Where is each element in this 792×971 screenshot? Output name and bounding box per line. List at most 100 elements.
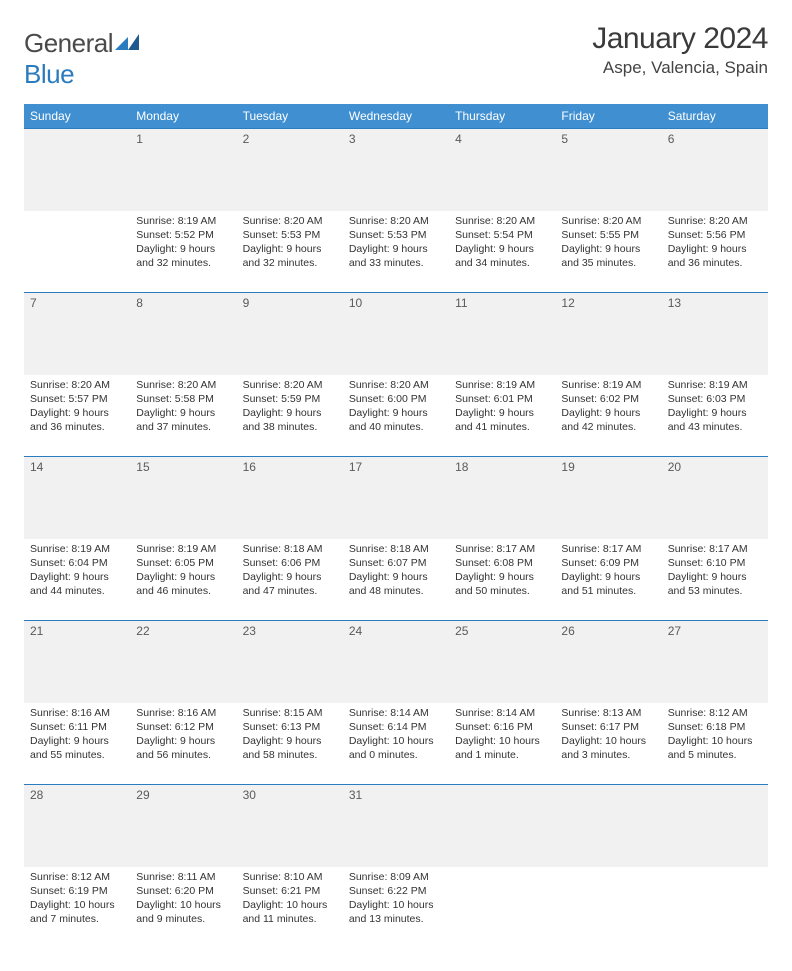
day-cell: Sunrise: 8:17 AMSunset: 6:10 PMDaylight:… [662, 539, 768, 621]
sunrise-line: Sunrise: 8:11 AM [136, 870, 230, 884]
day-header: Thursday [449, 104, 555, 129]
sunrise-line: Sunrise: 8:14 AM [349, 706, 443, 720]
day-content: Sunrise: 8:20 AMSunset: 5:54 PMDaylight:… [455, 214, 549, 271]
sunset-line: Sunset: 6:03 PM [668, 392, 762, 406]
sunset-line: Sunset: 5:55 PM [561, 228, 655, 242]
day-cell: Sunrise: 8:19 AMSunset: 6:02 PMDaylight:… [555, 375, 661, 457]
sunset-line: Sunset: 6:04 PM [30, 556, 124, 570]
day-content: Sunrise: 8:20 AMSunset: 5:53 PMDaylight:… [243, 214, 337, 271]
sunset-line: Sunset: 5:54 PM [455, 228, 549, 242]
day-cell: Sunrise: 8:20 AMSunset: 5:58 PMDaylight:… [130, 375, 236, 457]
sunset-line: Sunset: 6:05 PM [136, 556, 230, 570]
sunrise-line: Sunrise: 8:09 AM [349, 870, 443, 884]
day-cell: Sunrise: 8:20 AMSunset: 5:53 PMDaylight:… [343, 211, 449, 293]
daylight-line2: and 0 minutes. [349, 748, 443, 762]
sunset-line: Sunset: 6:01 PM [455, 392, 549, 406]
day-number: 25 [449, 621, 555, 703]
week-row: Sunrise: 8:20 AMSunset: 5:57 PMDaylight:… [24, 375, 768, 457]
day-number: 26 [555, 621, 661, 703]
day-content: Sunrise: 8:20 AMSunset: 5:57 PMDaylight:… [30, 378, 124, 435]
daylight-line2: and 1 minute. [455, 748, 549, 762]
daylight-line1: Daylight: 9 hours [243, 406, 337, 420]
daylight-line2: and 41 minutes. [455, 420, 549, 434]
sunset-line: Sunset: 5:58 PM [136, 392, 230, 406]
sunset-line: Sunset: 6:00 PM [349, 392, 443, 406]
daylight-line1: Daylight: 9 hours [349, 406, 443, 420]
day-cell: Sunrise: 8:16 AMSunset: 6:11 PMDaylight:… [24, 703, 130, 785]
day-cell: Sunrise: 8:20 AMSunset: 5:55 PMDaylight:… [555, 211, 661, 293]
day-content: Sunrise: 8:15 AMSunset: 6:13 PMDaylight:… [243, 706, 337, 763]
day-cell: Sunrise: 8:20 AMSunset: 6:00 PMDaylight:… [343, 375, 449, 457]
day-cell [555, 867, 661, 949]
location: Aspe, Valencia, Spain [592, 58, 768, 78]
day-cell: Sunrise: 8:11 AMSunset: 6:20 PMDaylight:… [130, 867, 236, 949]
day-header: Saturday [662, 104, 768, 129]
sunrise-line: Sunrise: 8:20 AM [349, 214, 443, 228]
daylight-line1: Daylight: 9 hours [349, 242, 443, 256]
day-cell [24, 211, 130, 293]
day-number-row: 21222324252627 [24, 621, 768, 703]
sunrise-line: Sunrise: 8:19 AM [30, 542, 124, 556]
day-header: Sunday [24, 104, 130, 129]
sunrise-line: Sunrise: 8:13 AM [561, 706, 655, 720]
sunset-line: Sunset: 6:11 PM [30, 720, 124, 734]
day-content: Sunrise: 8:16 AMSunset: 6:12 PMDaylight:… [136, 706, 230, 763]
day-cell: Sunrise: 8:20 AMSunset: 5:57 PMDaylight:… [24, 375, 130, 457]
daylight-line1: Daylight: 9 hours [243, 734, 337, 748]
day-cell: Sunrise: 8:10 AMSunset: 6:21 PMDaylight:… [237, 867, 343, 949]
daylight-line2: and 35 minutes. [561, 256, 655, 270]
sunrise-line: Sunrise: 8:20 AM [561, 214, 655, 228]
day-number-row: 78910111213 [24, 293, 768, 375]
day-cell [662, 867, 768, 949]
day-header: Tuesday [237, 104, 343, 129]
day-number [449, 785, 555, 867]
sunrise-line: Sunrise: 8:19 AM [136, 214, 230, 228]
sunrise-line: Sunrise: 8:12 AM [30, 870, 124, 884]
sunrise-line: Sunrise: 8:20 AM [136, 378, 230, 392]
day-number-row: 14151617181920 [24, 457, 768, 539]
day-cell: Sunrise: 8:19 AMSunset: 6:03 PMDaylight:… [662, 375, 768, 457]
day-header: Wednesday [343, 104, 449, 129]
daylight-line2: and 33 minutes. [349, 256, 443, 270]
day-content: Sunrise: 8:12 AMSunset: 6:18 PMDaylight:… [668, 706, 762, 763]
day-number [662, 785, 768, 867]
day-content: Sunrise: 8:10 AMSunset: 6:21 PMDaylight:… [243, 870, 337, 927]
sunrise-line: Sunrise: 8:19 AM [136, 542, 230, 556]
day-number: 23 [237, 621, 343, 703]
day-content: Sunrise: 8:20 AMSunset: 5:53 PMDaylight:… [349, 214, 443, 271]
sunset-line: Sunset: 6:12 PM [136, 720, 230, 734]
daylight-line2: and 9 minutes. [136, 912, 230, 926]
week-row: Sunrise: 8:19 AMSunset: 5:52 PMDaylight:… [24, 211, 768, 293]
day-content: Sunrise: 8:19 AMSunset: 6:03 PMDaylight:… [668, 378, 762, 435]
day-cell: Sunrise: 8:15 AMSunset: 6:13 PMDaylight:… [237, 703, 343, 785]
day-header: Friday [555, 104, 661, 129]
day-cell: Sunrise: 8:19 AMSunset: 5:52 PMDaylight:… [130, 211, 236, 293]
day-header: Monday [130, 104, 236, 129]
sunrise-line: Sunrise: 8:15 AM [243, 706, 337, 720]
sunrise-line: Sunrise: 8:20 AM [243, 378, 337, 392]
sunset-line: Sunset: 6:06 PM [243, 556, 337, 570]
daylight-line2: and 48 minutes. [349, 584, 443, 598]
day-content: Sunrise: 8:20 AMSunset: 5:56 PMDaylight:… [668, 214, 762, 271]
day-number: 14 [24, 457, 130, 539]
day-content: Sunrise: 8:14 AMSunset: 6:16 PMDaylight:… [455, 706, 549, 763]
day-cell: Sunrise: 8:09 AMSunset: 6:22 PMDaylight:… [343, 867, 449, 949]
sunrise-line: Sunrise: 8:20 AM [243, 214, 337, 228]
day-content: Sunrise: 8:17 AMSunset: 6:09 PMDaylight:… [561, 542, 655, 599]
daylight-line2: and 13 minutes. [349, 912, 443, 926]
day-cell: Sunrise: 8:19 AMSunset: 6:01 PMDaylight:… [449, 375, 555, 457]
day-content: Sunrise: 8:12 AMSunset: 6:19 PMDaylight:… [30, 870, 124, 927]
day-number: 12 [555, 293, 661, 375]
week-row: Sunrise: 8:19 AMSunset: 6:04 PMDaylight:… [24, 539, 768, 621]
day-content: Sunrise: 8:20 AMSunset: 5:58 PMDaylight:… [136, 378, 230, 435]
sunrise-line: Sunrise: 8:20 AM [349, 378, 443, 392]
header: General Blue January 2024 Aspe, Valencia… [24, 22, 768, 90]
sunset-line: Sunset: 6:02 PM [561, 392, 655, 406]
daylight-line2: and 58 minutes. [243, 748, 337, 762]
daylight-line2: and 51 minutes. [561, 584, 655, 598]
day-content: Sunrise: 8:20 AMSunset: 6:00 PMDaylight:… [349, 378, 443, 435]
day-number: 20 [662, 457, 768, 539]
day-number: 29 [130, 785, 236, 867]
day-number: 9 [237, 293, 343, 375]
sunrise-line: Sunrise: 8:17 AM [668, 542, 762, 556]
